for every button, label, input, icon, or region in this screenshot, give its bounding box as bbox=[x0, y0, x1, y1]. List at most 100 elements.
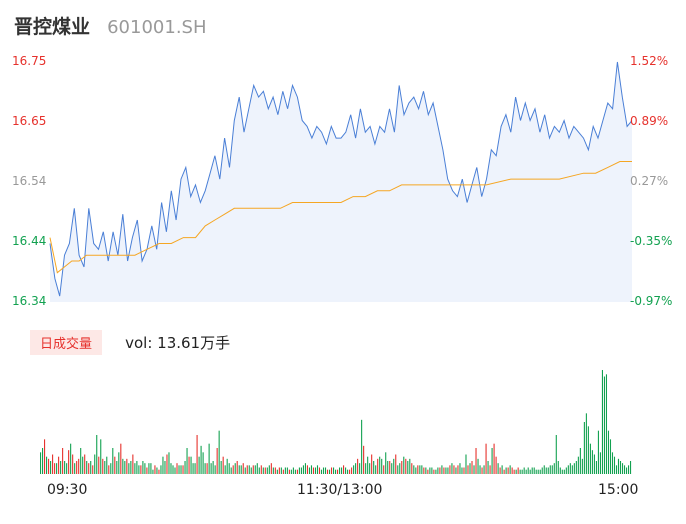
volume-bar bbox=[491, 448, 493, 474]
volume-bar bbox=[413, 465, 415, 474]
volume-bar bbox=[194, 463, 196, 474]
volume-bar bbox=[571, 465, 573, 474]
volume-bar bbox=[545, 467, 547, 474]
volume-bar bbox=[306, 465, 308, 474]
volume-bar bbox=[264, 467, 266, 474]
volume-bar bbox=[88, 463, 90, 474]
volume-bar bbox=[381, 458, 383, 474]
volume-bar bbox=[272, 467, 274, 474]
volume-bar bbox=[503, 469, 505, 474]
volume-bar bbox=[541, 467, 543, 474]
volume-bar bbox=[132, 454, 134, 474]
volume-bar bbox=[288, 469, 290, 474]
volume-bar bbox=[96, 435, 98, 474]
volume-text: vol: 13.61万手 bbox=[125, 334, 231, 352]
volume-bar bbox=[613, 456, 616, 474]
volume-bar bbox=[605, 374, 608, 474]
volume-bar bbox=[357, 458, 359, 474]
price-area bbox=[50, 62, 632, 302]
volume-bar bbox=[373, 461, 375, 474]
volume-bar bbox=[337, 469, 339, 474]
volume-bar bbox=[457, 465, 459, 474]
volume-bar bbox=[174, 467, 176, 474]
volume-bar bbox=[192, 463, 194, 474]
volume-bar bbox=[449, 465, 451, 474]
volume-bar bbox=[78, 458, 80, 474]
volume-bar bbox=[142, 461, 144, 474]
volume-bar bbox=[351, 467, 353, 474]
volume-bar bbox=[150, 463, 152, 474]
volume-bar bbox=[487, 461, 489, 474]
volume-bar bbox=[114, 456, 116, 474]
volume-bar bbox=[206, 463, 208, 474]
volume-bar bbox=[481, 467, 483, 474]
volume-bar bbox=[254, 465, 256, 474]
volume-bar bbox=[216, 448, 218, 474]
volume-bar bbox=[517, 467, 519, 474]
x-tick-open: 09:30 bbox=[47, 482, 88, 498]
volume-bar bbox=[355, 463, 357, 474]
volume-bar bbox=[617, 458, 620, 474]
volume-bar bbox=[290, 469, 292, 474]
volume-bar bbox=[324, 467, 327, 474]
stock-code: 601001.SH bbox=[107, 17, 207, 38]
volume-bar bbox=[585, 413, 587, 474]
x-tick-close: 15:00 bbox=[598, 482, 639, 498]
volume-bar bbox=[332, 467, 335, 474]
volume-bar bbox=[48, 458, 50, 474]
volume-bar bbox=[625, 467, 628, 474]
volume-bar bbox=[391, 463, 393, 474]
y-tick-right-1: 0.89% bbox=[630, 114, 669, 128]
volume-bar bbox=[473, 465, 475, 474]
volume-bar bbox=[214, 465, 216, 474]
volume-bar bbox=[124, 461, 126, 474]
volume-bar bbox=[447, 467, 449, 474]
volume-bar bbox=[551, 465, 553, 474]
volume-bar bbox=[300, 467, 302, 474]
volume-bar bbox=[134, 463, 136, 474]
volume-bar bbox=[595, 461, 597, 474]
volume-bar bbox=[519, 469, 521, 474]
volume-bar bbox=[196, 435, 198, 474]
volume-bar bbox=[138, 465, 140, 474]
volume-bar bbox=[527, 467, 529, 474]
volume-bar bbox=[166, 454, 168, 474]
y-tick-right-2: 0.27% bbox=[630, 174, 669, 188]
volume-bar bbox=[555, 435, 557, 474]
volume-bar bbox=[298, 467, 300, 474]
volume-bar bbox=[296, 469, 298, 474]
volume-bar bbox=[621, 463, 624, 474]
volume-bar bbox=[126, 458, 128, 474]
volume-bar bbox=[218, 430, 220, 474]
volume-bar bbox=[284, 467, 286, 474]
volume-tag[interactable]: 日成交量 bbox=[30, 330, 103, 355]
volume-bar bbox=[339, 467, 341, 474]
volume-bar bbox=[427, 469, 429, 474]
volume-bar bbox=[232, 465, 234, 474]
volume-bar bbox=[623, 465, 626, 474]
volume-bar bbox=[130, 461, 132, 474]
volume-bar bbox=[593, 454, 595, 474]
volume-bar bbox=[308, 467, 311, 474]
volume-bar bbox=[433, 469, 435, 474]
volume-bar bbox=[198, 456, 200, 474]
volume-bar bbox=[553, 463, 555, 474]
volume-bar bbox=[469, 463, 471, 474]
x-tick-midday: 11:30/13:00 bbox=[297, 482, 383, 498]
volume-bar bbox=[583, 422, 585, 474]
volume-bar bbox=[477, 458, 479, 474]
volume-bar bbox=[242, 463, 244, 474]
volume-bar bbox=[461, 467, 463, 474]
volume-bar bbox=[537, 469, 539, 474]
volume-bar bbox=[274, 467, 276, 474]
volume-bar bbox=[190, 456, 192, 474]
volume-bar bbox=[597, 430, 599, 474]
volume-bar bbox=[505, 467, 507, 474]
volume-bar bbox=[146, 467, 148, 474]
y-tick-right-3: -0.35% bbox=[630, 234, 673, 248]
volume-bar bbox=[176, 463, 178, 474]
volume-bar bbox=[371, 454, 373, 474]
y-tick-left-4: 16.34 bbox=[12, 294, 47, 308]
volume-bar bbox=[50, 461, 52, 474]
